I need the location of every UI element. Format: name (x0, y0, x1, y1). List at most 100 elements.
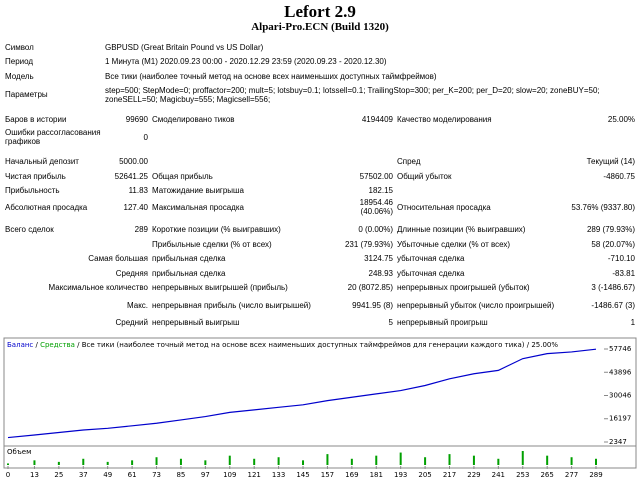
x-tick-label: 109 (223, 471, 236, 479)
label: прибыльная сделка (152, 268, 226, 278)
value: 0 (143, 132, 148, 142)
label: прибыльная сделка (152, 254, 226, 264)
label: Средний (115, 317, 148, 327)
value: 182.15 (368, 186, 393, 196)
value: 3124.75 (364, 254, 393, 264)
volume-bar (350, 458, 353, 465)
value: 9941.95 (8) (352, 300, 393, 310)
x-tick-label: 61 (128, 471, 137, 479)
value: 3 (-1486.67) (591, 283, 636, 293)
label: Матожидание выигрыша (152, 186, 244, 196)
row: Начальный депозит 5000.00 Спред Текущий (14… (3, 154, 637, 169)
label: непрерывная прибыль (число выигрышей) (152, 300, 311, 310)
x-tick-label: 157 (321, 471, 334, 479)
value: 4194409 (361, 114, 393, 124)
label: Самая большая (88, 254, 148, 264)
x-tick-label: 229 (467, 471, 480, 479)
row: Макс. непрерывная прибыль (число выигрыше… (3, 295, 637, 315)
label: Убыточные сделки (% от всех) (397, 239, 511, 249)
label: непрерывный выигрыш (152, 317, 240, 327)
value: 248.93 (368, 268, 393, 278)
value: 53.76% (9337.80) (571, 202, 636, 212)
value: 58 (20.07%) (591, 239, 636, 249)
label: Символ (5, 42, 34, 52)
value: 127.40 (123, 202, 148, 212)
x-tick-label: 277 (565, 471, 578, 479)
row: Модель Все тики (наиболее точный метод на… (3, 69, 637, 84)
legend-balance: Баланс (7, 341, 33, 349)
y-tick-label: 16197 (609, 415, 631, 423)
label: Всего сделок (5, 224, 54, 234)
label: непрерывный убыток (число проигрышей) (397, 300, 555, 310)
volume-bar (595, 458, 597, 465)
label: Макс. (126, 300, 148, 310)
value: -4860.75 (603, 171, 636, 181)
label: Чистая прибыль (5, 171, 66, 181)
volume-bar (106, 461, 109, 465)
value: 289 (79.93%) (586, 224, 636, 234)
label: Начальный депозит (5, 157, 79, 167)
x-tick-label: 13 (30, 471, 39, 479)
y-tick-label: 30046 (609, 392, 632, 400)
x-tick-label: 121 (247, 471, 260, 479)
volume-bar (82, 458, 85, 465)
value: 52641.25 (114, 171, 148, 181)
volume-bar (302, 460, 305, 465)
y-tick-label: 57746 (609, 345, 632, 353)
x-tick-label: 193 (394, 471, 407, 479)
x-tick-label: 241 (492, 471, 505, 479)
volume-bar (155, 457, 158, 465)
value: -1486.67 (3) (591, 300, 636, 310)
x-tick-label: 265 (540, 471, 553, 479)
report-title: Lefort 2.9 (284, 2, 356, 21)
chart-frame (3, 337, 637, 469)
y-tick-label: 43896 (609, 368, 632, 376)
report-subtitle: Alpari-Pro.ECN (Build 1320) (251, 21, 389, 33)
label: Общий убыток (397, 171, 452, 181)
x-tick-label: 133 (272, 471, 285, 479)
x-tick-label: 289 (589, 471, 602, 479)
x-tick-label: 217 (443, 471, 456, 479)
row: Символ GBPUSD (Great Britain Pound vs US … (3, 40, 637, 55)
x-tick-label: 169 (345, 471, 358, 479)
value: 0 (0.00%) (358, 224, 393, 234)
x-tick-label: 97 (201, 471, 210, 479)
value: 1 Минута (M1) 2020.09.23 00:00 - 2020.12… (105, 57, 387, 67)
value: 18954.46 (40.06%) (359, 198, 393, 217)
value: Текущий (14) (586, 157, 636, 167)
value: 5 (388, 317, 393, 327)
value: 99690 (125, 114, 148, 124)
x-tick-label: 0 (6, 471, 10, 479)
label: Модель (5, 71, 34, 81)
volume-bar (7, 463, 9, 465)
label: непрерывных выигрышей (прибыль) (152, 283, 288, 293)
balance-line (7, 348, 597, 439)
volume-bar (472, 455, 475, 465)
volume-bar (131, 460, 134, 465)
row: Баров в истории 99690 Смоделировано тиков 4… (3, 112, 637, 127)
label: непрерывный проигрыш (397, 317, 488, 327)
x-tick-label: 37 (79, 471, 88, 479)
value: GBPUSD (Great Britain Pound vs US Dollar… (105, 42, 264, 52)
legend-model: Все тики (наиболее точный метод на основ… (82, 341, 525, 349)
volume-bar (228, 455, 231, 465)
balance-chart: Баланс / Средства / Все тики (наиболее т… (3, 337, 637, 479)
x-tick-label: 253 (516, 471, 529, 479)
x-tick-label: 25 (54, 471, 63, 479)
value: -710.10 (607, 254, 636, 264)
label: Средняя (115, 268, 148, 278)
value: 57502.00 (359, 171, 393, 181)
value: 1 (630, 317, 636, 327)
label: Максимальное количество (48, 283, 148, 293)
volume-bar (375, 455, 378, 465)
volume-bar (497, 458, 500, 465)
label: Смоделировано тиков (152, 114, 235, 124)
value: -83.81 (612, 268, 636, 278)
volume-bar (179, 458, 182, 465)
label: Общая прибыль (152, 171, 213, 181)
label: Максимальная просадка (152, 202, 244, 212)
label: Прибыльность (5, 186, 60, 196)
legend: Баланс / Средства / Все тики (наиболее т… (7, 341, 558, 349)
legend-equity: Средства (40, 341, 75, 349)
label: убыточная сделка (397, 254, 465, 264)
